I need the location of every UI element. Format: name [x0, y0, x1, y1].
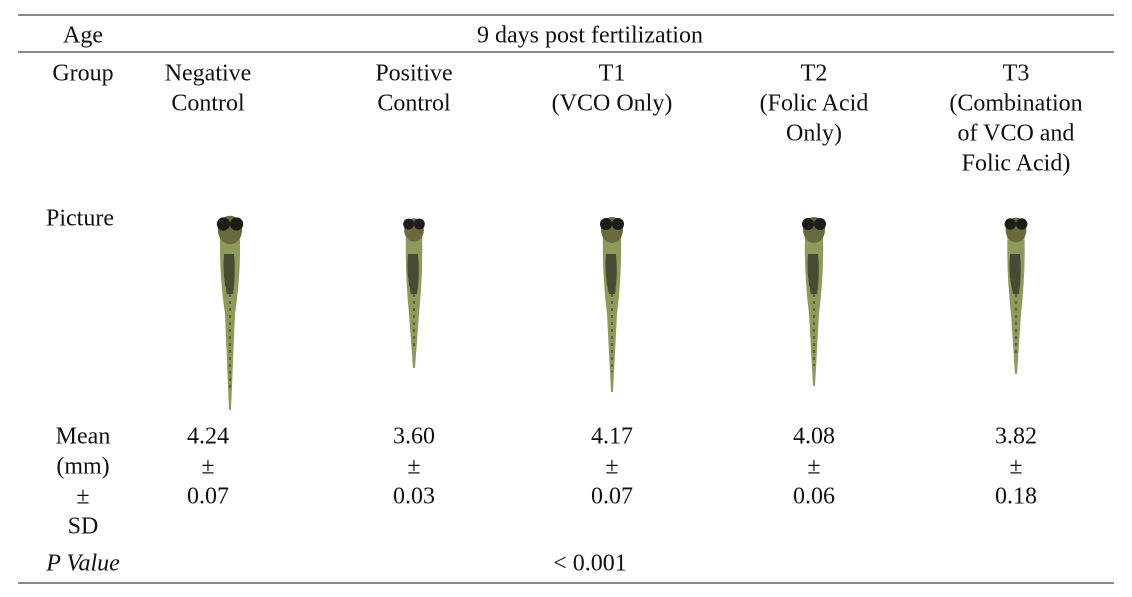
mean-cell: ± [1009, 454, 1022, 480]
larva-gut [807, 254, 819, 294]
row-label: Mean [56, 424, 111, 450]
larva-eye [230, 217, 244, 231]
group-header: of VCO and [958, 121, 1075, 147]
larva-gut [223, 254, 235, 294]
row-label: Group [52, 61, 113, 87]
larva-eye [814, 218, 826, 230]
group-header: T3 [1003, 61, 1030, 87]
larva-picture [600, 217, 624, 392]
mean-cell: ± [407, 454, 420, 480]
mean-cell: 0.07 [187, 484, 229, 510]
row-label: P Value [45, 551, 120, 577]
larva-gut [1009, 254, 1021, 294]
row-label: SD [68, 514, 99, 540]
larva-eye [403, 218, 414, 230]
larva-picture [1004, 217, 1028, 374]
mean-cell: ± [605, 454, 618, 480]
larva-picture [802, 217, 826, 386]
mean-cell: 4.24 [187, 424, 229, 450]
group-header: (Combination [949, 91, 1082, 117]
mean-cell: 4.17 [591, 424, 633, 450]
larva-eye [612, 218, 624, 230]
mean-cell: ± [807, 454, 820, 480]
larva-eye [1016, 218, 1028, 230]
mean-cell: 0.18 [995, 484, 1037, 510]
larva-gut [605, 254, 617, 294]
mean-cell: 3.60 [393, 424, 435, 450]
group-header: Positive [375, 61, 452, 87]
row-label: ± [76, 484, 89, 510]
group-header: Negative [165, 61, 252, 87]
row-label: Picture [46, 206, 114, 232]
mean-cell: 0.07 [591, 484, 633, 510]
larva-eye [414, 218, 425, 230]
mean-cell: 0.03 [393, 484, 435, 510]
mean-cell: 4.08 [793, 424, 835, 450]
larva-eye [802, 218, 814, 230]
p-value: < 0.001 [553, 551, 627, 577]
mean-cell: 3.82 [995, 424, 1037, 450]
larva-eye [216, 217, 230, 231]
larva-gut [407, 254, 419, 294]
group-header: (Folic Acid [760, 91, 869, 117]
mean-cell: ± [201, 454, 214, 480]
group-header: Folic Acid) [962, 151, 1071, 177]
age-value: 9 days post fertilization [477, 23, 703, 49]
row-label: (mm) [56, 454, 109, 480]
group-header: Control [171, 91, 245, 117]
larva-eye [1004, 218, 1016, 230]
group-header: T1 [599, 61, 626, 87]
larva-picture [216, 215, 244, 410]
group-header: Control [377, 91, 451, 117]
group-header: T2 [801, 61, 828, 87]
mean-cell: 0.06 [793, 484, 835, 510]
group-header: (VCO Only) [552, 91, 673, 117]
larva-picture [403, 218, 425, 368]
group-header: Only) [786, 121, 842, 147]
larva-eye [600, 218, 612, 230]
row-label: Age [63, 23, 103, 49]
